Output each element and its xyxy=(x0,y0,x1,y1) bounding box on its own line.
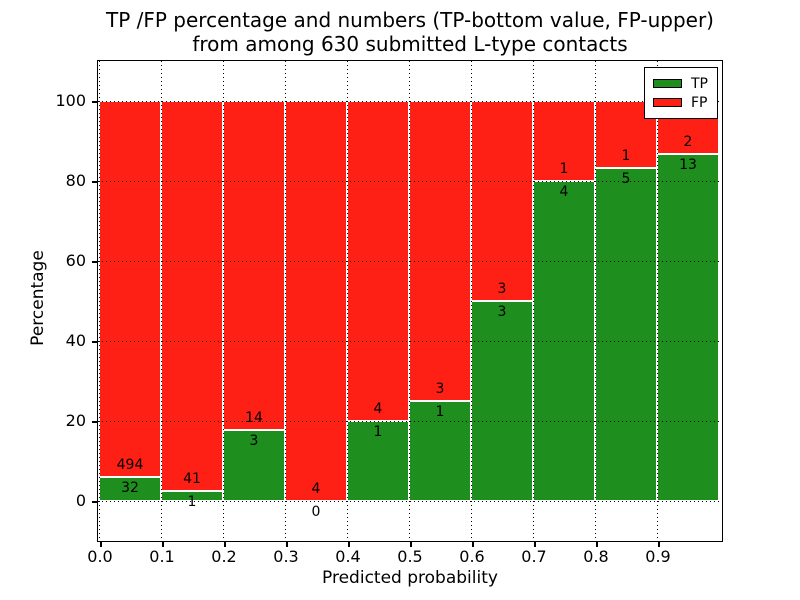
bar-segment-tp xyxy=(471,301,533,501)
gridline-vertical xyxy=(347,61,348,541)
gridline-vertical xyxy=(99,61,100,541)
x-tick-label: 0.4 xyxy=(335,547,361,566)
fp-count-label: 494 xyxy=(116,456,144,473)
tp-count-label: 32 xyxy=(121,479,139,496)
gridline-vertical xyxy=(657,61,658,541)
fp-count-label: 14 xyxy=(245,410,263,427)
fp-count-label: 4 xyxy=(373,401,383,417)
legend: TP FP xyxy=(644,67,718,119)
tp-count-label: 13 xyxy=(679,157,697,174)
x-tick-label: 0.0 xyxy=(87,547,113,566)
tp-count-label: 5 xyxy=(621,170,631,187)
legend-swatch-fp-icon xyxy=(653,98,682,107)
gridline-horizontal xyxy=(98,501,722,502)
gridline-vertical xyxy=(471,61,472,541)
gridline-vertical xyxy=(223,61,224,541)
y-tick-label: 20 xyxy=(65,411,86,430)
gridline-vertical xyxy=(161,61,162,541)
fp-count-label: 4 xyxy=(311,481,321,497)
x-tick-label: 0.3 xyxy=(273,547,299,566)
legend-label-tp: TP xyxy=(691,75,708,92)
gridline-horizontal xyxy=(98,101,722,102)
x-tick-mark xyxy=(534,542,536,547)
x-tick-mark xyxy=(100,542,102,547)
gridline-vertical xyxy=(533,61,534,541)
chart-title-line1: TP /FP percentage and numbers (TP-bottom… xyxy=(106,8,714,32)
x-tick-label: 0.8 xyxy=(583,547,609,566)
bar-segment-tp xyxy=(99,476,161,501)
bar-segment-tp xyxy=(657,154,719,501)
y-tick-label: 40 xyxy=(65,331,86,350)
tp-count-label: 1 xyxy=(187,494,197,511)
y-tick-mark xyxy=(92,341,97,343)
x-tick-label: 0.1 xyxy=(149,547,175,566)
x-axis-label: Predicted probability xyxy=(322,568,498,588)
legend-entry-tp: TP xyxy=(653,75,708,92)
bar-segment-fp xyxy=(285,101,347,501)
bar-segment-tp xyxy=(595,167,657,501)
x-tick-mark xyxy=(162,542,164,547)
tp-count-label: 1 xyxy=(373,424,383,440)
x-tick-mark xyxy=(596,542,598,547)
tp-count-label: 3 xyxy=(249,433,259,450)
x-tick-mark xyxy=(658,542,660,547)
fp-count-label: 41 xyxy=(183,471,201,488)
x-tick-mark xyxy=(286,542,288,547)
y-tick-label: 60 xyxy=(65,251,86,270)
bar-segment-tp xyxy=(409,401,471,501)
plot-area: TP FP 494 32 41 1 14 3 4 0 4 1 3 1 3 3 1 4 1 5 2 13 xyxy=(97,60,723,542)
bar-segment-fp xyxy=(223,101,285,431)
gridline-horizontal xyxy=(98,341,722,342)
x-tick-mark xyxy=(410,542,412,547)
x-tick-label: 0.2 xyxy=(211,547,237,566)
y-axis-label: Percentage xyxy=(28,250,48,346)
gridline-horizontal xyxy=(98,421,722,422)
gridline-horizontal xyxy=(98,181,722,182)
y-tick-mark xyxy=(92,181,97,183)
bar-segment-fp xyxy=(409,101,471,401)
chart-title: TP /FP percentage and numbers (TP-bottom… xyxy=(98,8,722,56)
y-tick-label: 0 xyxy=(75,491,86,510)
gridline-vertical xyxy=(409,61,410,541)
tp-count-label: 0 xyxy=(311,504,321,520)
y-tick-mark xyxy=(92,501,97,503)
x-tick-mark xyxy=(224,542,226,547)
fp-count-label: 3 xyxy=(435,381,445,397)
bar-segment-tp xyxy=(223,430,285,501)
y-tick-mark xyxy=(92,101,97,103)
gridline-vertical xyxy=(595,61,596,541)
x-tick-mark xyxy=(472,542,474,547)
x-tick-label: 0.9 xyxy=(645,547,671,566)
chart-title-line2: from among 630 submitted L-type contacts xyxy=(192,32,628,56)
fp-count-label: 1 xyxy=(621,147,631,164)
y-tick-label: 100 xyxy=(55,91,86,110)
fp-count-label: 3 xyxy=(497,281,507,297)
x-tick-mark xyxy=(348,542,350,547)
legend-label-fp: FP xyxy=(691,94,708,111)
y-tick-label: 80 xyxy=(65,171,86,190)
tp-count-label: 3 xyxy=(497,304,507,320)
x-tick-label: 0.5 xyxy=(397,547,423,566)
legend-entry-fp: FP xyxy=(653,94,708,111)
fp-count-label: 1 xyxy=(559,161,569,177)
x-tick-label: 0.6 xyxy=(459,547,485,566)
x-tick-label: 0.7 xyxy=(521,547,547,566)
bar-segment-fp xyxy=(161,101,223,492)
bar-segment-fp xyxy=(533,101,595,181)
tp-count-label: 1 xyxy=(435,404,445,420)
legend-swatch-tp-icon xyxy=(653,79,682,88)
gridline-vertical xyxy=(285,61,286,541)
gridline-horizontal xyxy=(98,261,722,262)
y-tick-mark xyxy=(92,261,97,263)
y-tick-mark xyxy=(92,421,97,423)
bar-segment-fp xyxy=(471,101,533,301)
tp-count-label: 4 xyxy=(559,184,569,200)
fp-count-label: 2 xyxy=(683,134,693,151)
